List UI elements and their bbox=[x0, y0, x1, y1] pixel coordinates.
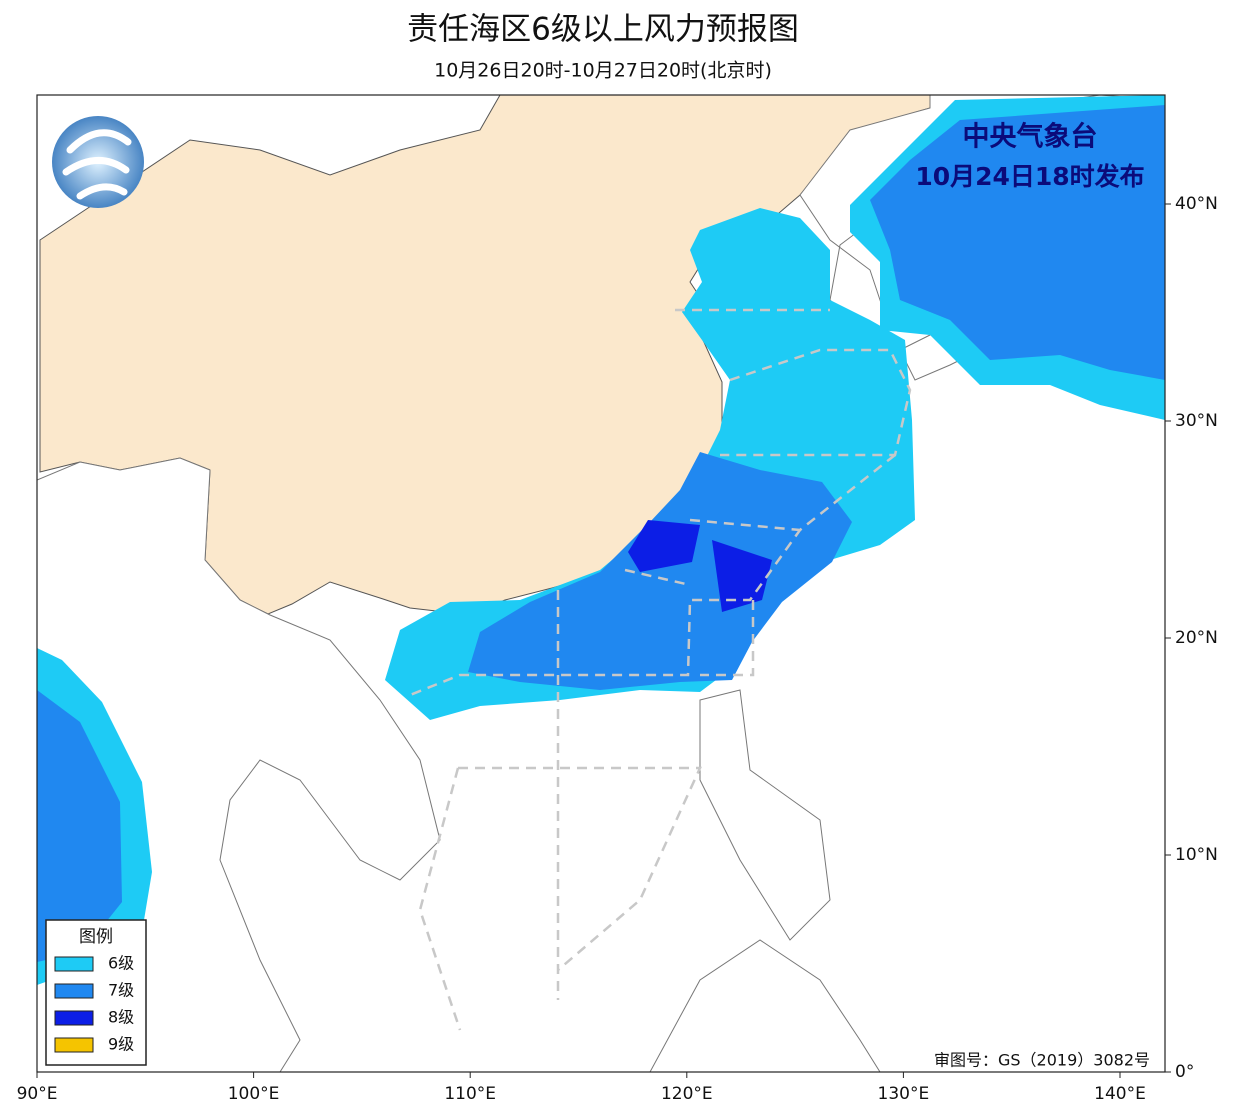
x-tick-label: 90°E bbox=[17, 1084, 58, 1104]
legend-swatch bbox=[54, 1010, 94, 1026]
wind-area bbox=[37, 690, 122, 962]
x-tick-label: 120°E bbox=[661, 1084, 713, 1104]
x-tick-label: 110°E bbox=[444, 1084, 496, 1104]
approval-number: 审图号：GS（2019）3082号 bbox=[934, 1051, 1150, 1070]
y-tick-label: 40°N bbox=[1175, 194, 1218, 214]
wind-area bbox=[468, 452, 852, 690]
legend-swatch bbox=[54, 1037, 94, 1053]
subtitle: 10月26日20时-10月27日20时(北京时) bbox=[434, 60, 772, 82]
legend-label: 8级 bbox=[108, 1008, 134, 1027]
x-tick-label: 130°E bbox=[878, 1084, 930, 1104]
legend-swatch bbox=[54, 956, 94, 972]
y-tick-label: 30°N bbox=[1175, 411, 1218, 431]
x-tick-label: 100°E bbox=[228, 1084, 280, 1104]
map-body bbox=[37, 95, 1165, 1072]
y-tick-label: 20°N bbox=[1175, 628, 1218, 648]
wind-area bbox=[712, 540, 772, 612]
publisher-time: 10月24日18时发布 bbox=[915, 162, 1144, 191]
wind-area bbox=[628, 520, 700, 572]
legend-swatch bbox=[54, 983, 94, 999]
y-tick-label: 10°N bbox=[1175, 845, 1218, 865]
legend-label: 7级 bbox=[108, 981, 134, 1000]
wind-area bbox=[870, 105, 1165, 380]
legend-label: 9级 bbox=[108, 1035, 134, 1054]
legend: 图例 6级 7级 8级 9级 bbox=[45, 919, 147, 1066]
map-frame bbox=[36, 94, 1166, 1073]
title: 责任海区6级以上风力预报图 bbox=[407, 12, 799, 48]
legend-label: 6级 bbox=[108, 954, 134, 973]
x-tick-label: 140°E bbox=[1094, 1084, 1146, 1104]
legend-title: 图例 bbox=[79, 927, 113, 947]
logo bbox=[52, 116, 144, 208]
publisher-name: 中央气象台 bbox=[963, 121, 1098, 153]
y-tick-label: 0° bbox=[1175, 1062, 1194, 1082]
wind-areas bbox=[37, 95, 1165, 985]
